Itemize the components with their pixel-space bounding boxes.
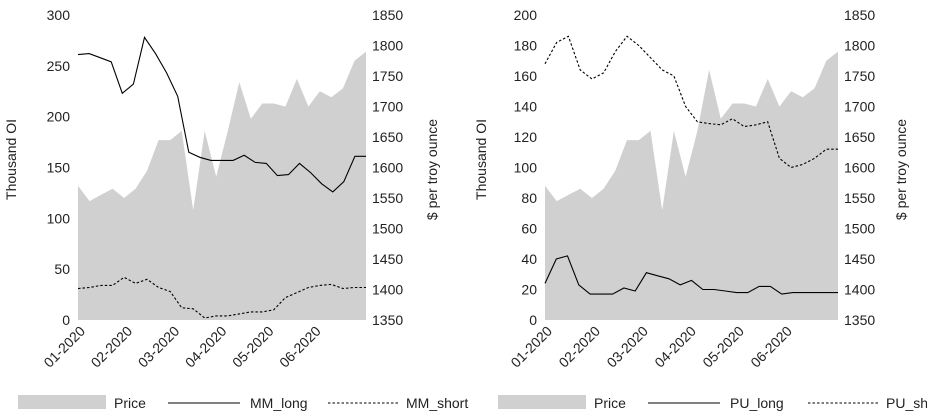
x-tick-label: 06-2020 bbox=[276, 323, 324, 371]
x-tick-label: 02-2020 bbox=[88, 323, 136, 371]
y-tick-label: 50 bbox=[54, 261, 70, 277]
series-area-price bbox=[545, 51, 838, 320]
legend-swatch-area bbox=[18, 395, 106, 409]
y2-tick-label: 1700 bbox=[844, 99, 875, 115]
y-tick-label: 200 bbox=[514, 7, 538, 23]
y2-tick-label: 1750 bbox=[372, 68, 403, 84]
y2-axis-title: $ per troy ounce bbox=[893, 119, 909, 220]
y-tick-label: 250 bbox=[47, 58, 71, 74]
series-line-mm-short bbox=[77, 276, 366, 319]
y2-tick-label: 1350 bbox=[372, 312, 403, 328]
legend-label: Price bbox=[594, 395, 626, 411]
x-tick-label: 06-2020 bbox=[747, 323, 795, 371]
legend-label: Price bbox=[114, 395, 146, 411]
legend-label: MM_short bbox=[406, 395, 468, 411]
x-tick-label: 01-2020 bbox=[507, 323, 555, 371]
y-tick-label: 40 bbox=[521, 251, 537, 267]
y-tick-label: 100 bbox=[514, 160, 538, 176]
y-tick-label: 180 bbox=[514, 38, 538, 54]
legend-label: PU_short bbox=[886, 395, 927, 411]
legend-label: PU_long bbox=[730, 395, 784, 411]
y2-tick-label: 1400 bbox=[844, 282, 875, 298]
x-tick-label: 03-2020 bbox=[135, 323, 183, 371]
y-axis-title: Thousand OI bbox=[473, 119, 489, 200]
series-line-pu-long bbox=[544, 255, 838, 295]
x-tick-label: 02-2020 bbox=[555, 323, 603, 371]
y-tick-label: 0 bbox=[529, 312, 537, 328]
y2-tick-label: 1850 bbox=[844, 7, 875, 23]
x-tick-label: 05-2020 bbox=[699, 323, 747, 371]
series-area-price bbox=[78, 51, 366, 320]
y2-tick-label: 1800 bbox=[844, 38, 875, 54]
y2-tick-label: 1550 bbox=[844, 190, 875, 206]
y-tick-label: 20 bbox=[521, 282, 537, 298]
legend-label: MM_long bbox=[250, 395, 308, 411]
series-line-pu-short bbox=[544, 35, 838, 169]
y-tick-label: 0 bbox=[62, 312, 70, 328]
y-axis-title: Thousand OI bbox=[3, 119, 19, 200]
y2-tick-label: 1450 bbox=[844, 251, 875, 267]
y2-tick-label: 1750 bbox=[844, 68, 875, 84]
y2-tick-label: 1500 bbox=[372, 221, 403, 237]
x-tick-label: 01-2020 bbox=[40, 323, 88, 371]
y-tick-label: 60 bbox=[521, 221, 537, 237]
y2-tick-label: 1450 bbox=[372, 251, 403, 267]
y2-tick-label: 1550 bbox=[372, 190, 403, 206]
x-tick-label: 03-2020 bbox=[603, 323, 651, 371]
y-tick-label: 200 bbox=[47, 109, 71, 125]
x-tick-label: 04-2020 bbox=[651, 323, 699, 371]
y2-tick-label: 1350 bbox=[844, 312, 875, 328]
y2-tick-label: 1650 bbox=[372, 129, 403, 145]
y2-tick-label: 1600 bbox=[844, 160, 875, 176]
y-tick-label: 100 bbox=[47, 210, 71, 226]
y-tick-label: 120 bbox=[514, 129, 538, 145]
y2-tick-label: 1700 bbox=[372, 99, 403, 115]
y-tick-label: 140 bbox=[514, 99, 538, 115]
y-tick-label: 150 bbox=[47, 160, 71, 176]
y2-tick-label: 1800 bbox=[372, 38, 403, 54]
x-tick-label: 05-2020 bbox=[229, 323, 277, 371]
y-tick-label: 80 bbox=[521, 190, 537, 206]
y2-tick-label: 1600 bbox=[372, 160, 403, 176]
y-tick-label: 160 bbox=[514, 68, 538, 84]
series-line-mm-long bbox=[77, 36, 366, 193]
y2-tick-label: 1500 bbox=[844, 221, 875, 237]
y-tick-label: 300 bbox=[47, 7, 71, 23]
legend-swatch-area bbox=[498, 395, 586, 409]
y2-tick-label: 1400 bbox=[372, 282, 403, 298]
y2-axis-title: $ per troy ounce bbox=[424, 119, 440, 220]
y2-tick-label: 1650 bbox=[844, 129, 875, 145]
x-tick-label: 04-2020 bbox=[182, 323, 230, 371]
y2-tick-label: 1850 bbox=[372, 7, 403, 23]
